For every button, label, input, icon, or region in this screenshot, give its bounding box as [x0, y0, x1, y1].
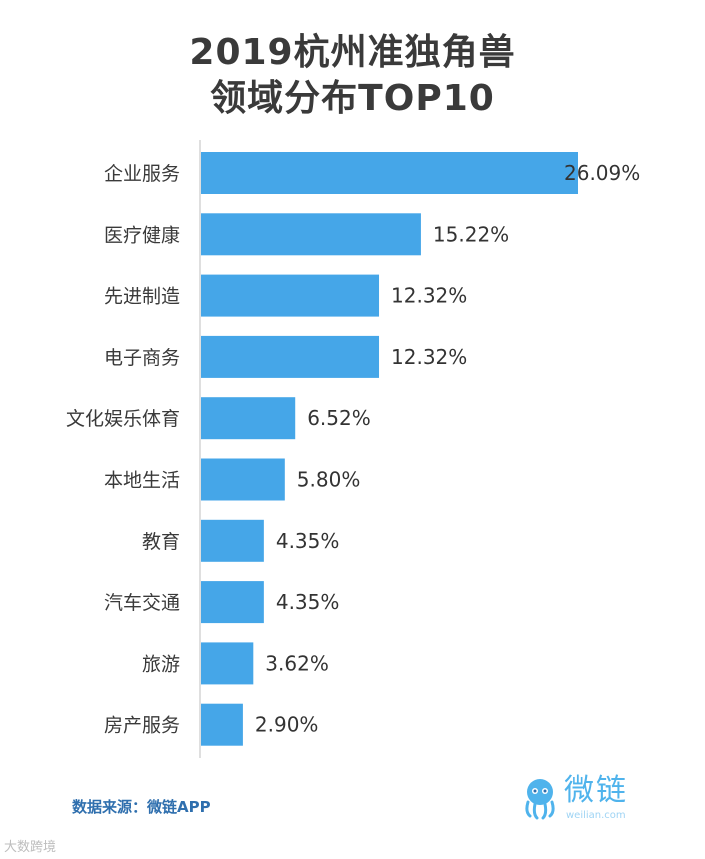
value-label: 2.90%	[255, 713, 319, 737]
value-label: 3.62%	[265, 651, 329, 675]
category-label: 文化娱乐体育	[66, 408, 180, 430]
category-label: 旅游	[142, 653, 180, 675]
value-label: 4.35%	[276, 590, 340, 614]
bar	[201, 519, 264, 562]
category-label: 企业服务	[104, 163, 180, 185]
value-label: 15.22%	[433, 222, 509, 246]
octopus-logo-icon	[525, 779, 555, 820]
bar	[201, 642, 254, 685]
value-label: 26.09%	[564, 161, 640, 185]
bar	[201, 397, 296, 440]
bar	[201, 703, 243, 746]
value-label: 12.32%	[391, 284, 467, 308]
chart-title: 2019杭州准独角兽 领域分布TOP10	[0, 30, 705, 122]
title-line-2: 领域分布TOP10	[210, 78, 495, 119]
data-source: 数据来源：微链APP	[72, 798, 211, 816]
category-label: 房产服务	[104, 715, 180, 737]
bar	[201, 335, 380, 378]
bar	[201, 581, 264, 624]
category-label: 本地生活	[104, 470, 180, 492]
category-label: 医疗健康	[104, 224, 180, 246]
value-label: 12.32%	[391, 345, 467, 369]
category-label: 先进制造	[104, 286, 180, 308]
bar	[201, 274, 380, 317]
category-label: 电子商务	[104, 347, 180, 369]
watermark: 大数跨境	[4, 840, 57, 855]
bar	[201, 152, 578, 194]
category-label: 教育	[142, 531, 180, 553]
brand-name: 微链	[564, 773, 628, 808]
bar	[201, 458, 285, 501]
category-label: 汽车交通	[104, 592, 180, 614]
brand-logo-block: 微链 weilian.com	[520, 772, 645, 828]
brand-domain: weilian.com	[566, 810, 626, 821]
title-line-1: 2019杭州准独角兽	[189, 32, 516, 73]
bar	[201, 213, 421, 256]
value-label: 4.35%	[276, 529, 340, 553]
value-label: 6.52%	[307, 406, 371, 430]
value-label: 5.80%	[297, 468, 361, 492]
